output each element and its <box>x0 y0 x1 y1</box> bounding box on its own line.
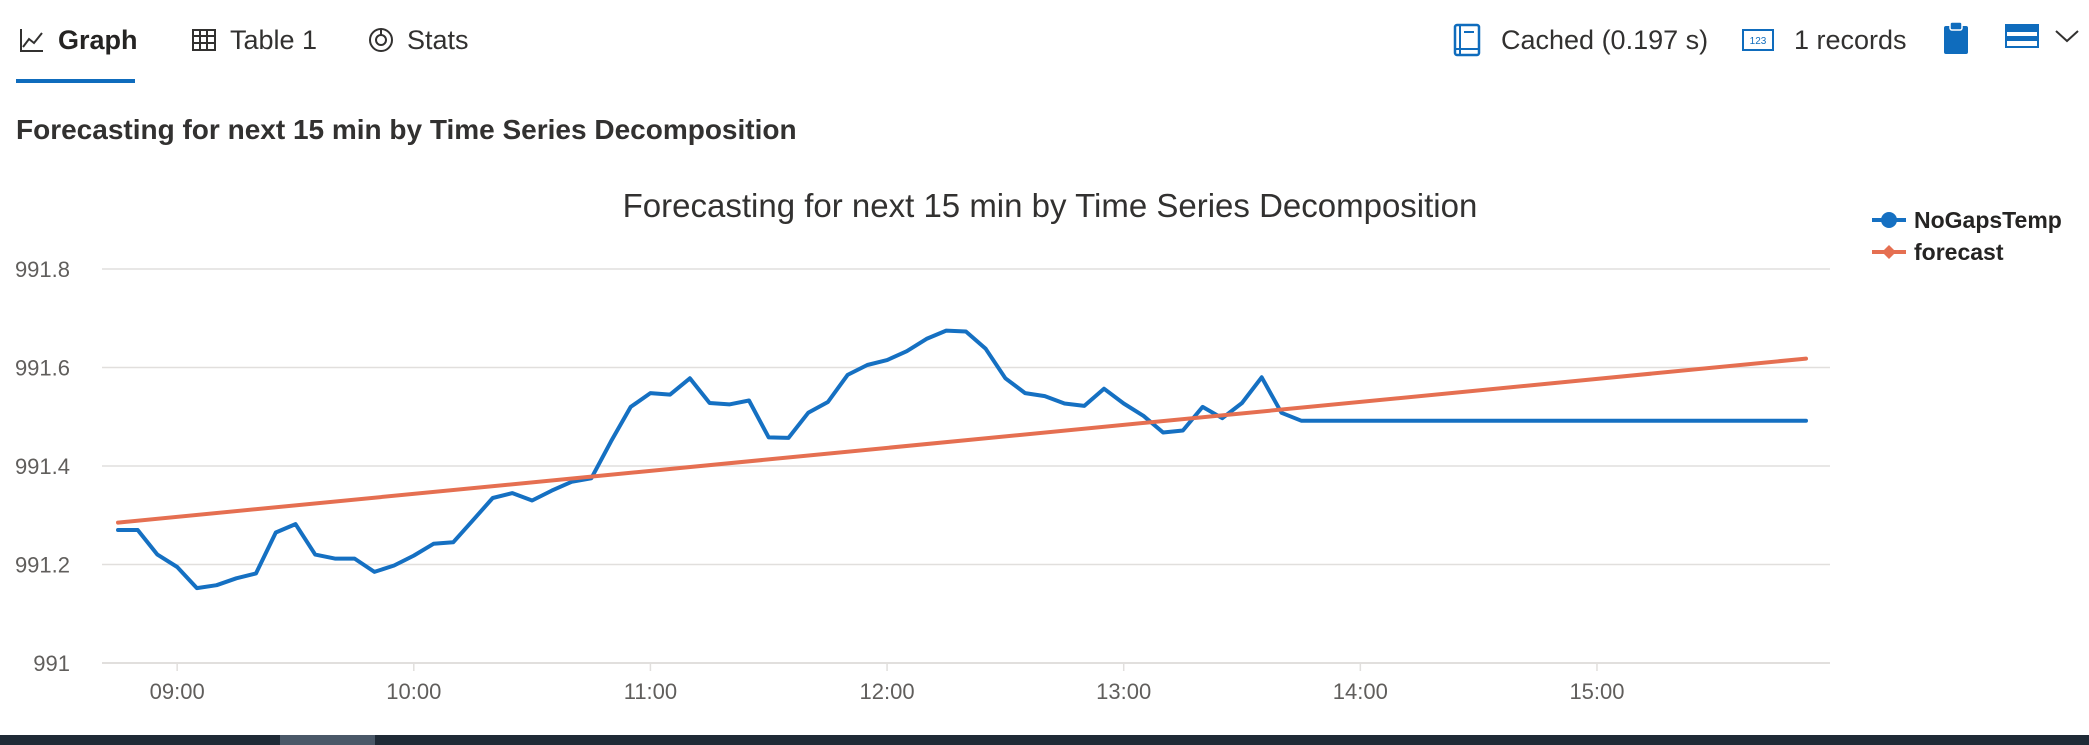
tab-graph-label: Graph <box>58 24 138 55</box>
cached-status: Cached (0.197 s) <box>1453 18 1708 62</box>
x-tick-label: 15:00 <box>1569 679 1624 704</box>
tab-graph[interactable]: Graph <box>18 18 138 62</box>
tab-table-1-label: Table 1 <box>230 24 318 55</box>
x-tick-label: 10:00 <box>386 679 441 704</box>
tab-stats-label: Stats <box>407 24 469 55</box>
records-status: 123 1 records <box>1742 18 1907 62</box>
x-tick-label: 14:00 <box>1333 679 1388 704</box>
legend-marker-diamond <box>1882 245 1896 259</box>
layout-menu-button[interactable] <box>2005 24 2039 53</box>
y-tick-label: 991 <box>33 651 70 676</box>
page-title: Forecasting for next 15 min by Time Seri… <box>16 114 797 145</box>
y-tick-label: 991.2 <box>15 553 70 578</box>
horizontal-scrollbar[interactable] <box>0 735 2089 745</box>
line-chart-icon <box>20 29 43 52</box>
active-tab-indicator <box>16 79 135 83</box>
line-chart: Forecasting for next 15 min by Time Seri… <box>15 187 2062 704</box>
tab-stats[interactable]: Stats <box>367 18 469 62</box>
layout-dropdown-toggle[interactable] <box>2054 28 2080 49</box>
legend-marker-circle <box>1881 212 1897 228</box>
chevron-down-icon <box>2055 30 2079 43</box>
legend-label: NoGapsTemp <box>1914 207 2062 233</box>
legend-label: forecast <box>1914 239 2004 265</box>
numeric-icon: 123 <box>1742 29 1774 51</box>
clipboard-icon <box>1944 21 1968 54</box>
series-line-nogapstemp <box>116 328 1808 591</box>
records-text: 1 records <box>1794 24 1907 55</box>
svg-text:123: 123 <box>1750 36 1767 47</box>
y-tick-label: 991.8 <box>15 257 70 282</box>
x-tick-label: 09:00 <box>150 679 205 704</box>
copy-button[interactable] <box>1943 21 1969 60</box>
chart-title: Forecasting for next 15 min by Time Seri… <box>623 187 1478 224</box>
y-tick-label: 991.4 <box>15 454 70 479</box>
x-tick-label: 13:00 <box>1096 679 1151 704</box>
cached-text: Cached (0.197 s) <box>1501 24 1709 55</box>
results-toolbar: Graph Table 1 Stats Cached (0.197 s) <box>0 0 2089 84</box>
y-tick-label: 991.6 <box>15 356 70 381</box>
series-line-forecast <box>116 356 1808 525</box>
table-icon <box>192 29 216 51</box>
x-tick-label: 11:00 <box>624 679 677 704</box>
stats-icon <box>369 28 393 52</box>
tab-table-1[interactable]: Table 1 <box>190 18 317 62</box>
book-icon <box>1453 23 1481 57</box>
panel-layout-icon <box>2005 24 2039 48</box>
x-tick-label: 12:00 <box>860 679 915 704</box>
scrollbar-thumb[interactable] <box>280 735 375 745</box>
